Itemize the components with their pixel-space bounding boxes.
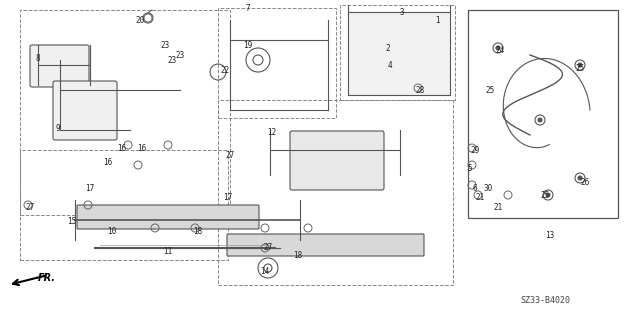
Text: 10: 10 (108, 228, 116, 236)
Text: 21: 21 (493, 204, 503, 212)
Text: 30: 30 (484, 183, 492, 193)
Text: 8: 8 (35, 53, 41, 62)
Text: 27: 27 (263, 244, 273, 252)
Text: 4: 4 (387, 60, 392, 69)
Text: 13: 13 (546, 230, 555, 239)
Circle shape (578, 63, 582, 67)
Bar (20, 150, 228, 260)
Text: 24: 24 (496, 45, 505, 54)
Circle shape (578, 176, 582, 180)
FancyBboxPatch shape (53, 81, 117, 140)
Text: 11: 11 (163, 247, 173, 257)
Text: 28: 28 (415, 85, 425, 94)
Text: 9: 9 (56, 124, 60, 132)
Text: 23: 23 (160, 41, 170, 50)
FancyBboxPatch shape (290, 131, 384, 190)
Text: 26: 26 (580, 178, 589, 187)
FancyBboxPatch shape (227, 234, 424, 256)
Text: 27: 27 (25, 204, 35, 212)
Text: 16: 16 (117, 143, 127, 153)
Circle shape (538, 118, 542, 122)
Text: FR.: FR. (38, 273, 56, 283)
Text: 15: 15 (67, 218, 77, 227)
Text: 19: 19 (243, 41, 253, 50)
Text: 1: 1 (435, 15, 439, 25)
FancyBboxPatch shape (77, 205, 259, 229)
Bar (218, 8, 336, 118)
Text: SZ33-B4020: SZ33-B4020 (520, 296, 570, 305)
Text: 25: 25 (541, 190, 549, 199)
Text: 20: 20 (135, 15, 144, 25)
Text: 12: 12 (267, 127, 277, 137)
Bar (340, 5, 455, 100)
Bar (218, 100, 453, 285)
Bar (348, 12, 450, 95)
Bar (468, 10, 618, 218)
Text: 3: 3 (399, 7, 404, 17)
Text: 17: 17 (223, 194, 232, 203)
Text: 29: 29 (470, 146, 480, 155)
Bar (20, 10, 230, 215)
FancyBboxPatch shape (30, 45, 89, 87)
Circle shape (496, 46, 500, 50)
Text: 25: 25 (486, 85, 494, 94)
Text: 22: 22 (220, 66, 230, 75)
Text: 2: 2 (385, 44, 391, 52)
Text: 25: 25 (575, 63, 585, 73)
Text: 17: 17 (85, 183, 94, 193)
Text: 6: 6 (473, 183, 477, 193)
Text: 18: 18 (193, 228, 203, 236)
Text: 18: 18 (293, 251, 303, 260)
Text: 7: 7 (246, 4, 250, 12)
Text: 23: 23 (167, 55, 177, 65)
Text: 21: 21 (475, 194, 485, 203)
Text: 5: 5 (468, 164, 472, 172)
Circle shape (546, 193, 550, 197)
Text: 27: 27 (225, 150, 235, 159)
Text: 16: 16 (103, 157, 113, 166)
Text: 14: 14 (260, 268, 270, 276)
Text: 16: 16 (137, 143, 147, 153)
Text: 23: 23 (175, 51, 185, 60)
